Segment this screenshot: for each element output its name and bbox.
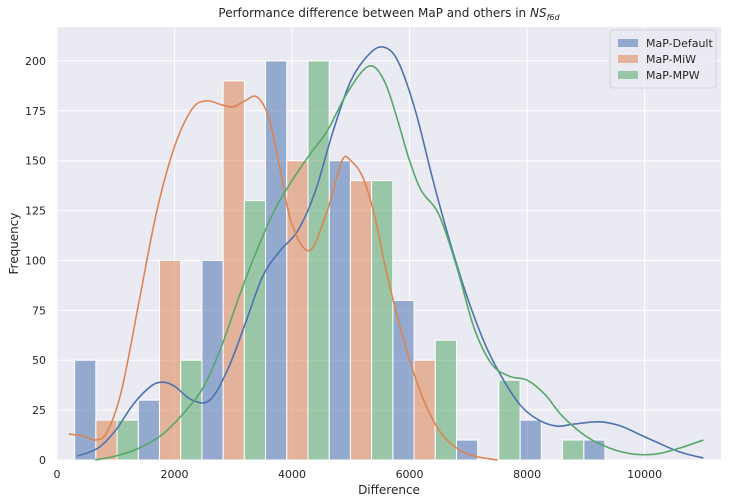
bar-map-default bbox=[74, 359, 97, 461]
y-tick-label: 200 bbox=[25, 55, 46, 68]
bar-map-mpw bbox=[307, 60, 330, 461]
y-tick-label: 75 bbox=[32, 304, 46, 317]
kde-line-map-mpw bbox=[95, 65, 704, 461]
bar-map-miw bbox=[413, 359, 436, 461]
kde-curves bbox=[68, 46, 704, 461]
bar-map-default bbox=[265, 60, 288, 461]
bar-map-mpw bbox=[180, 359, 203, 461]
legend-swatch bbox=[618, 39, 638, 47]
x-tick-label: 10000 bbox=[627, 468, 662, 481]
bar-map-mpw bbox=[243, 200, 267, 461]
y-axis-label: Frequency bbox=[7, 213, 21, 275]
y-tick-label: 150 bbox=[25, 155, 46, 168]
bar-map-default bbox=[519, 419, 542, 461]
x-axis-label: Difference bbox=[358, 483, 420, 497]
y-tick-label: 175 bbox=[25, 105, 46, 118]
bar-map-default bbox=[201, 259, 224, 461]
bars-layer bbox=[74, 60, 606, 461]
kde-line-map-default bbox=[77, 46, 704, 459]
bar-map-miw bbox=[349, 180, 373, 461]
title-math: NS bbox=[530, 6, 547, 20]
bar-map-mpw bbox=[434, 339, 457, 461]
chart-title: Performance difference between MaP and o… bbox=[218, 6, 560, 22]
bar-map-default bbox=[137, 399, 160, 461]
x-tick-label: 6000 bbox=[396, 468, 424, 481]
legend-swatch bbox=[618, 71, 638, 79]
bar-map-default bbox=[583, 439, 606, 461]
legend-label: MaP-MPW bbox=[646, 69, 700, 82]
title-main: Performance difference between MaP and o… bbox=[218, 6, 530, 20]
y-tick-label: 25 bbox=[32, 404, 46, 417]
bar-map-miw bbox=[158, 259, 182, 461]
bar-map-mpw bbox=[562, 439, 585, 461]
bar-map-mpw bbox=[371, 180, 394, 461]
bar-map-default bbox=[328, 160, 351, 461]
legend-swatch bbox=[618, 55, 638, 63]
tick-labels: 0 2000 4000 6000 8000 10000 0 25 50 75 100 125 150 17… bbox=[25, 55, 662, 481]
bar-map-default bbox=[392, 299, 415, 461]
legend: MaP-Default MaP-MiW MaP-MPW bbox=[609, 29, 717, 89]
x-tick-label: 8000 bbox=[513, 468, 541, 481]
legend-label: MaP-MiW bbox=[646, 53, 696, 66]
bar-map-miw bbox=[222, 80, 245, 461]
y-tick-label: 50 bbox=[32, 354, 46, 367]
x-tick-label: 2000 bbox=[161, 468, 189, 481]
bar-map-miw bbox=[286, 160, 309, 461]
legend-label: MaP-Default bbox=[646, 37, 713, 50]
y-tick-label: 0 bbox=[39, 454, 46, 467]
bar-map-mpw bbox=[498, 379, 521, 461]
y-tick-label: 125 bbox=[25, 205, 46, 218]
x-tick-label: 4000 bbox=[278, 468, 306, 481]
y-tick-label: 100 bbox=[25, 254, 46, 267]
title-subscript: f6d bbox=[547, 13, 561, 22]
kde-line-map-miw bbox=[68, 95, 498, 461]
x-tick-label: 0 bbox=[54, 468, 61, 481]
